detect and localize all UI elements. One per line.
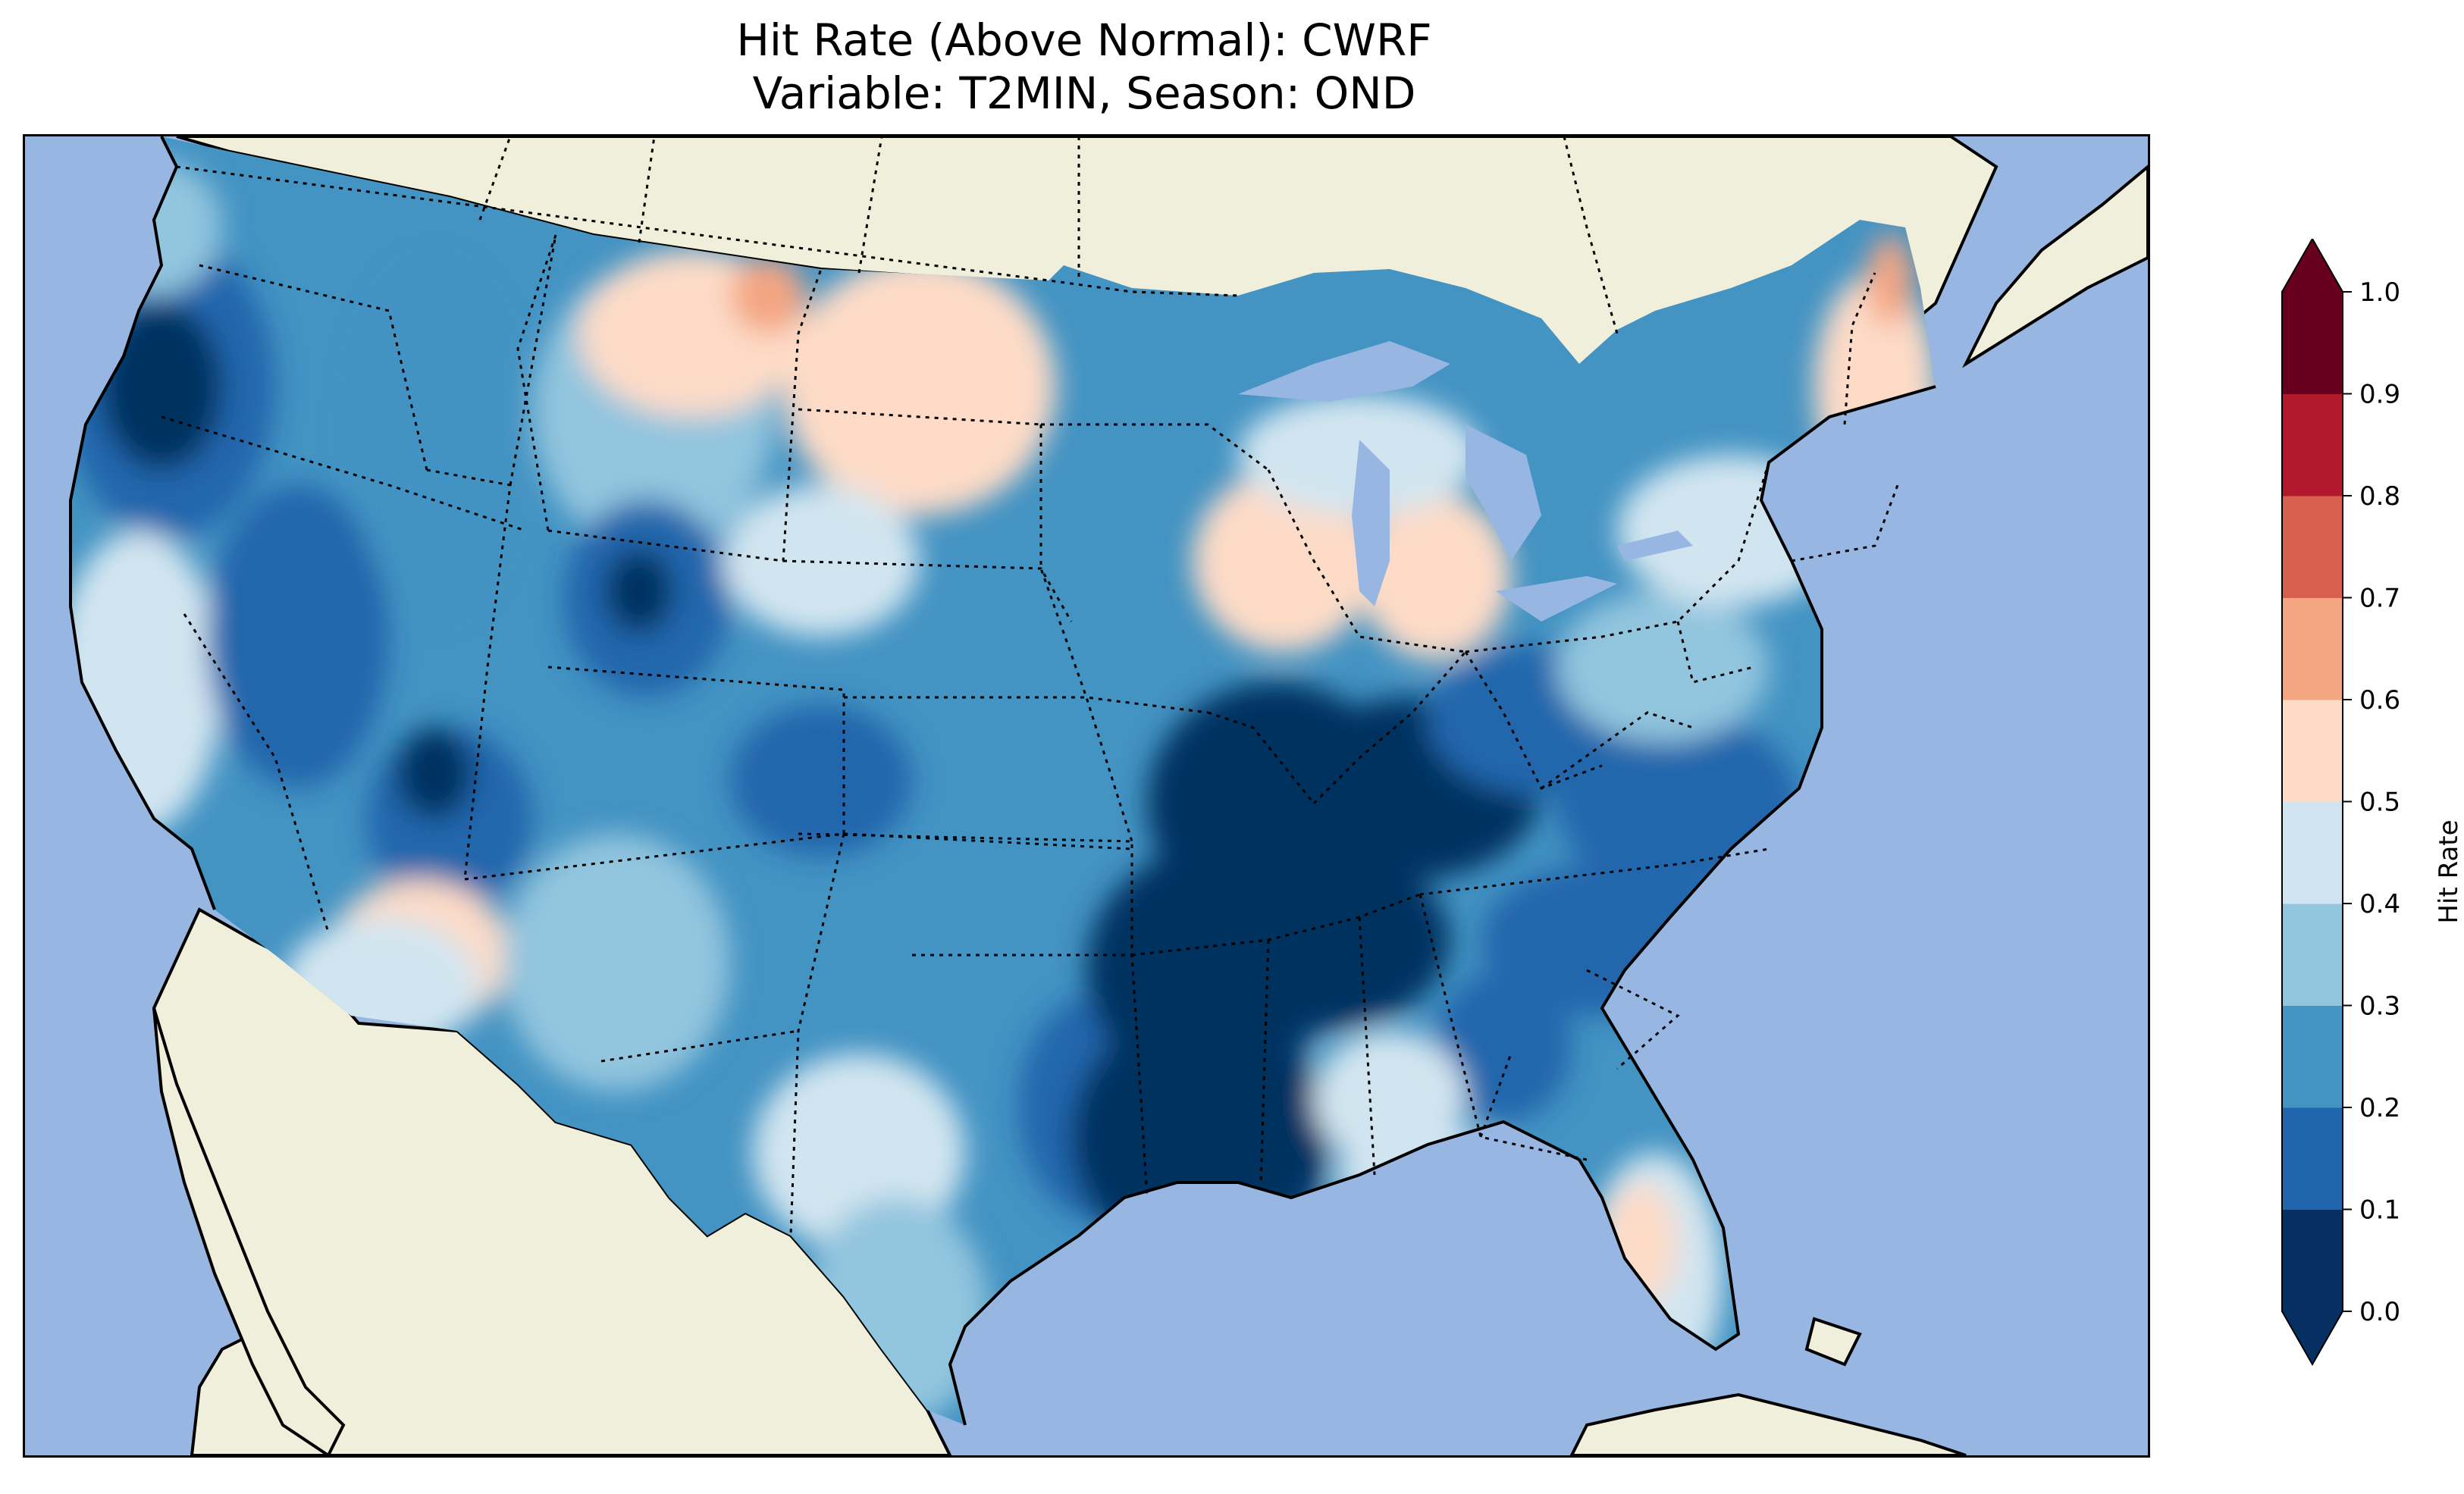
colorbar: 0.0 0.1 0.2 0.3 0.4 0.5 0.6 0.7 0.8 0.9 1.0 <box>2281 239 2400 1367</box>
map-svg <box>25 136 2148 1455</box>
colorbar-extend-max <box>2282 239 2343 292</box>
colorbar-ticks: 0.0 0.1 0.2 0.3 0.4 0.5 0.6 0.7 0.8 0.9 1.0 <box>2343 277 2400 1327</box>
region-maine-north <box>1867 235 1913 326</box>
colorbar-tick-label: 0.5 <box>2359 788 2400 818</box>
province-borders <box>478 136 1619 334</box>
colorbar-bins <box>2281 239 2343 1367</box>
colorbar-bin <box>2282 292 2343 394</box>
title-line-2: Variable: T2MIN, Season: OND <box>752 67 1416 119</box>
colorbar-tick-label: 0.4 <box>2359 889 2400 919</box>
region-georgia <box>1435 970 1572 1122</box>
colorbar-bin <box>2282 801 2343 904</box>
colorbar-bin <box>2282 496 2343 598</box>
colorbar-tick-label: 0.8 <box>2359 481 2400 512</box>
us-coastline <box>69 136 1936 1426</box>
lake-huron <box>1466 424 1541 561</box>
map-panel <box>23 134 2150 1458</box>
colorbar-bin <box>2282 393 2343 496</box>
colorbar-tick-label: 0.1 <box>2359 1195 2400 1226</box>
region-wisconsin <box>1193 470 1375 652</box>
colorbar-bin <box>2282 1107 2343 1210</box>
colorbar-tick-label: 0.2 <box>2359 1093 2400 1123</box>
colorbar-label: Hit Rate <box>2434 819 2464 924</box>
baja-land <box>152 1007 346 1455</box>
colorbar-tick-label: 0.0 <box>2359 1297 2400 1327</box>
colorbar-bin <box>2282 1005 2343 1108</box>
colorbar-bin <box>2282 1209 2343 1312</box>
region-north-dakota <box>783 258 1056 515</box>
lake-michigan <box>1352 440 1390 606</box>
region-oregon-core <box>101 303 222 470</box>
lake-superior <box>1238 341 1450 402</box>
region-tennessee <box>1177 849 1450 1031</box>
lake-erie <box>1496 576 1617 622</box>
colorbar-bin <box>2282 904 2343 1006</box>
state-borders <box>161 165 1899 1236</box>
colorbar-tick-label: 0.3 <box>2359 991 2400 1022</box>
region-montana-hot <box>730 258 806 334</box>
region-utah-core <box>397 728 472 819</box>
region-michigan <box>1359 493 1511 659</box>
colorbar-tick-label: 0.7 <box>2359 584 2400 614</box>
region-idaho <box>351 265 518 614</box>
bahamas-land <box>1804 1317 1862 1367</box>
colorbar-bin <box>2282 597 2343 700</box>
region-pennsylvania <box>1556 591 1769 743</box>
region-new-mexico <box>503 834 730 1092</box>
region-oklahoma <box>730 705 912 857</box>
colorbar-tick-label: 1.0 <box>2359 277 2400 308</box>
hit-rate-field <box>71 136 1936 1425</box>
colorbar-tick-label: 0.6 <box>2359 685 2400 716</box>
colorbar-bin <box>2282 700 2343 802</box>
cuba-land <box>1569 1392 1967 1455</box>
chart-title: Hit Rate (Above Normal): CWRF Variable: … <box>0 14 2168 120</box>
title-line-1: Hit Rate (Above Normal): CWRF <box>736 14 1432 66</box>
great-lakes <box>1238 341 1693 622</box>
colorbar-extend-min <box>2282 1311 2343 1364</box>
colorbar-tick-label: 0.9 <box>2359 380 2400 410</box>
lake-ontario <box>1617 531 1693 561</box>
nova-scotia-land <box>1962 164 2148 368</box>
region-nevada <box>207 485 389 788</box>
region-wyoming-core <box>605 550 673 633</box>
